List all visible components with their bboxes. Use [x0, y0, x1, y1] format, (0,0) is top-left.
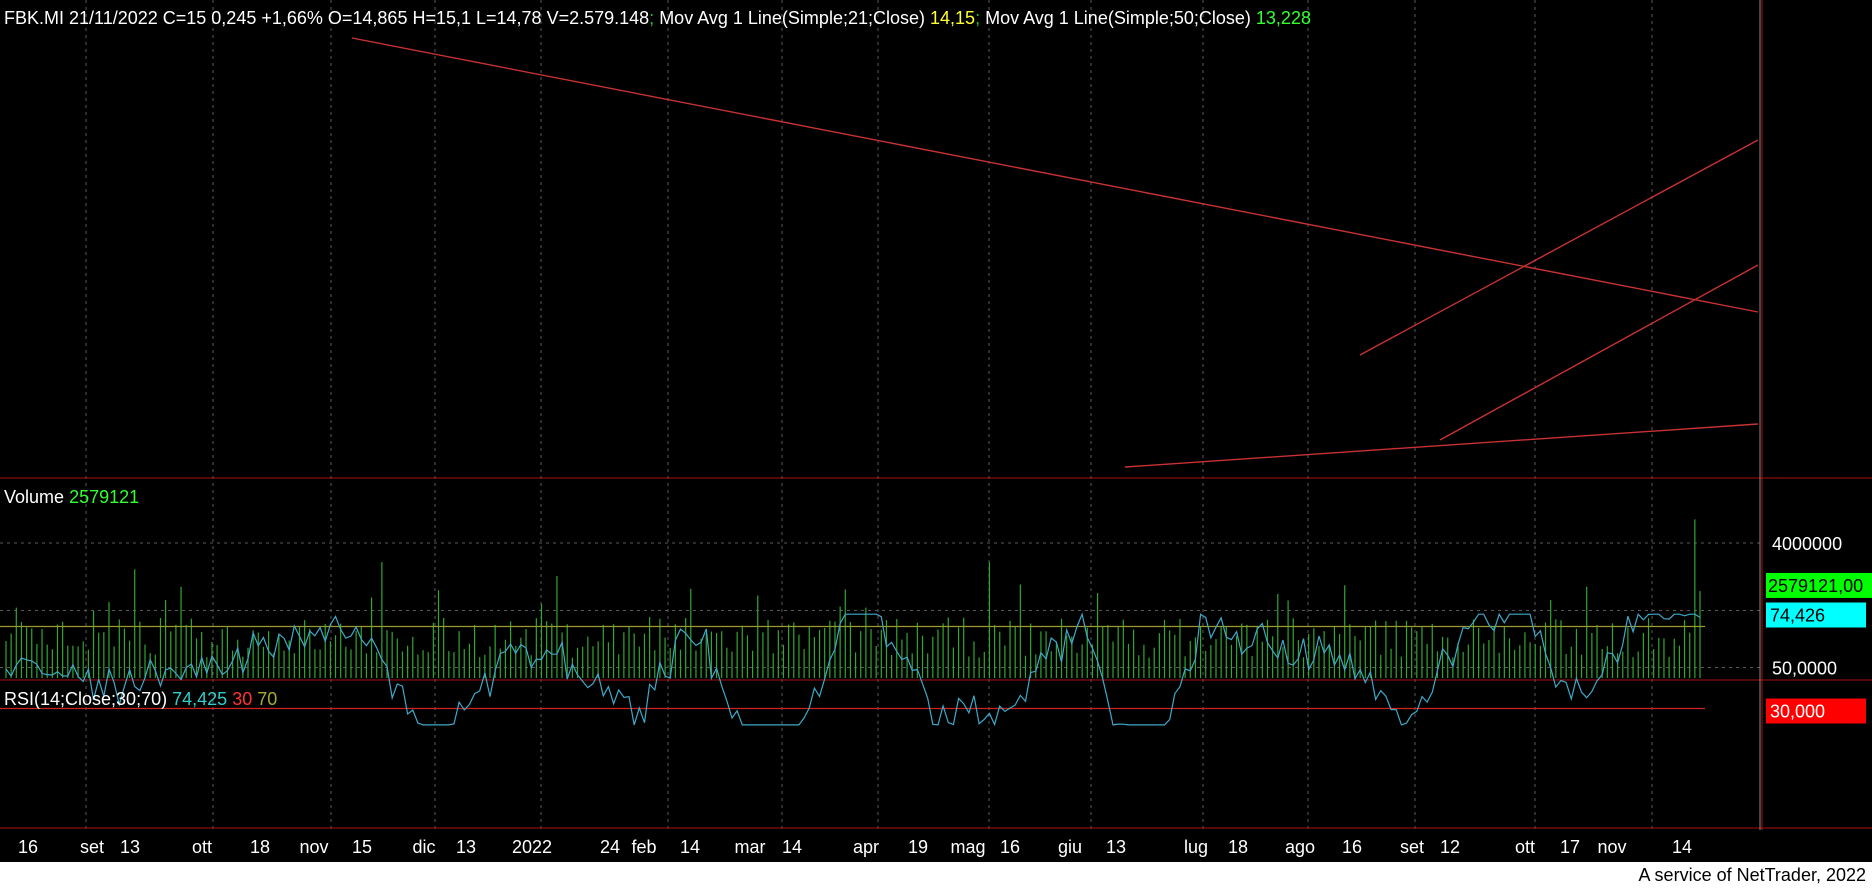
volume-label: Volume — [4, 487, 64, 507]
ma50-value: 13,228 — [1256, 8, 1311, 28]
x-tick-label: nov — [299, 837, 328, 857]
x-tick-label: 13 — [456, 837, 476, 857]
ma50-label: Mov Avg 1 Line(Simple;50;Close) — [985, 8, 1251, 28]
x-tick-label: 15 — [352, 837, 372, 857]
x-tick-label: dic — [412, 837, 435, 857]
credit-text: A service of NetTrader, 2022 — [1636, 865, 1868, 886]
x-tick-label: 12 — [1440, 837, 1460, 857]
x-tick-label: ott — [192, 837, 212, 857]
x-tick-label: 14 — [1672, 837, 1692, 857]
x-tick-label: 14 — [680, 837, 700, 857]
x-tick-label: giu — [1058, 837, 1082, 857]
ma21-label: Mov Avg 1 Line(Simple;21;Close) — [659, 8, 925, 28]
trendlines — [351, 37, 1759, 468]
volume-tick-label: 4000000 — [1772, 534, 1842, 554]
volume-marker-label: 2579121,00 — [1768, 576, 1863, 596]
x-tick-label: 18 — [1228, 837, 1248, 857]
x-tick-label: 16 — [18, 837, 38, 857]
x-tick-label: set — [80, 837, 104, 857]
rsi-low: 30 — [232, 689, 252, 709]
x-tick-label: mar — [735, 837, 766, 857]
x-axis: 16 set 13 ott 18 nov 15 dic 13 2022 24 feb 14 mar 14 ap… — [18, 837, 1692, 857]
rsi-high: 70 — [257, 689, 277, 709]
rsi-marker-label: 74,426 — [1770, 606, 1825, 626]
x-tick-label: 18 — [250, 837, 270, 857]
right-axis: 17,000016,000012,000011,000015,000014,15… — [1766, 534, 1872, 724]
rsi-label: RSI(14;Close;30;70) — [4, 689, 167, 709]
rsi-marker — [1766, 602, 1866, 628]
footer — [0, 862, 1872, 888]
grid — [0, 0, 1872, 830]
x-tick-label: 19 — [908, 837, 928, 857]
volume-value: 2579121 — [69, 487, 139, 507]
x-tick-label: apr — [853, 837, 879, 857]
trendline — [1359, 139, 1759, 356]
x-tick-label: 13 — [120, 837, 140, 857]
rsi-value: 74,425 — [172, 689, 227, 709]
chart-header: FBK.MI 21/11/2022 C=15 0,245 +1,66% O=14… — [4, 8, 1311, 28]
rsi-line-path — [5, 612, 1701, 727]
x-tick-label: 16 — [1000, 837, 1020, 857]
x-tick-label: lug — [1184, 837, 1208, 857]
x-tick-label: nov — [1597, 837, 1626, 857]
volume-header: Volume 2579121 — [4, 487, 139, 507]
x-tick-label: 17 — [1560, 837, 1580, 857]
x-tick-label: 13 — [1106, 837, 1126, 857]
ticker-line: FBK.MI 21/11/2022 C=15 0,245 +1,66% O=14… — [4, 8, 649, 28]
rsi-tick-label: 50,0000 — [1772, 659, 1837, 679]
volume-marker — [1766, 572, 1872, 598]
x-tick-label: 14 — [782, 837, 802, 857]
rsi-header: RSI(14;Close;30;70) 74,425 30 70 — [4, 689, 277, 709]
x-tick-label: feb — [631, 837, 656, 857]
trendline — [1124, 423, 1759, 468]
x-tick-label: 2022 — [512, 837, 552, 857]
x-tick-label: set — [1400, 837, 1424, 857]
rsi-marker-label: 30,000 — [1770, 702, 1825, 722]
x-tick-label: ott — [1515, 837, 1535, 857]
rsi-marker — [1766, 698, 1866, 724]
x-tick-label: mag — [950, 837, 985, 857]
stock-chart: 17,000016,000012,000011,000015,000014,15… — [0, 0, 1872, 857]
volume-bars — [5, 519, 1701, 678]
trendline — [351, 37, 1759, 313]
trendline — [1439, 264, 1759, 441]
x-tick-label: ago — [1285, 837, 1315, 857]
ma21-value: 14,15 — [930, 8, 975, 28]
rsi-line — [0, 612, 1705, 727]
x-tick-label: 24 — [600, 837, 620, 857]
x-tick-label: 16 — [1342, 837, 1362, 857]
